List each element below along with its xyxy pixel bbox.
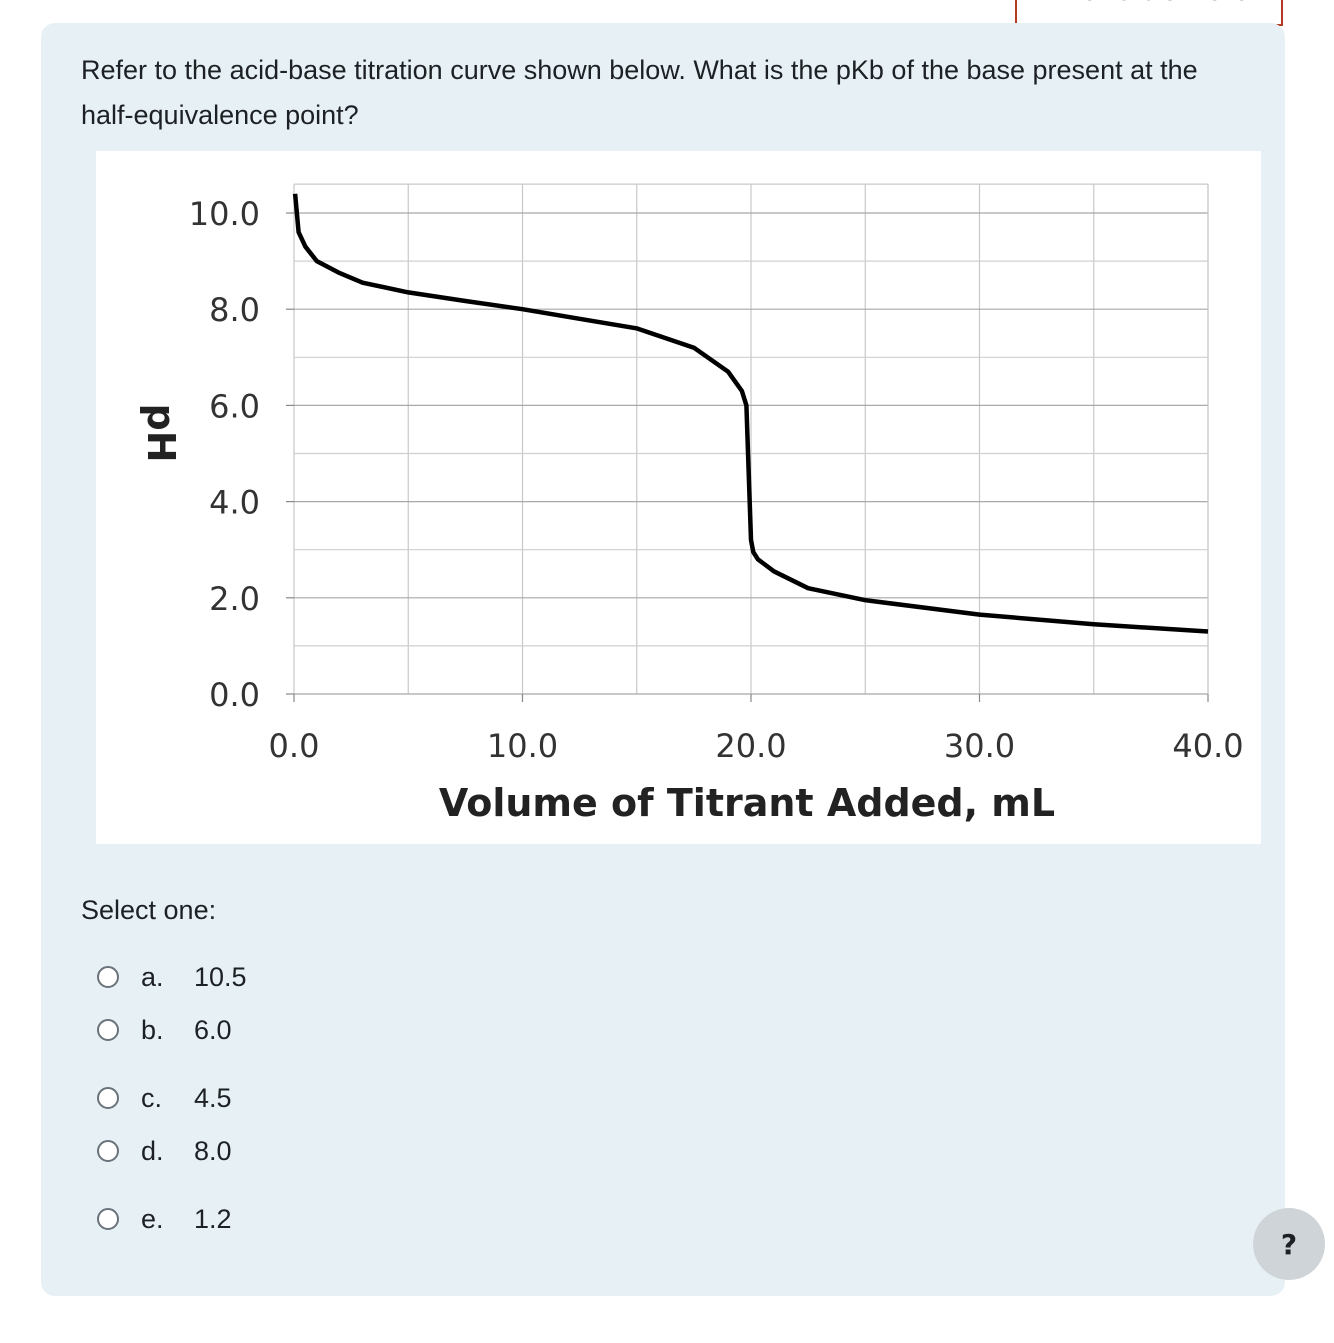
question-text: Refer to the acid-base titration curve s… — [81, 55, 1198, 130]
question-card: Refer to the acid-base titration curve s… — [41, 23, 1285, 1296]
radio-option-b[interactable] — [97, 1019, 119, 1041]
y-tick-label: 0.0 — [209, 676, 260, 714]
y-tick-label: 2.0 — [209, 580, 260, 618]
radio-option-e[interactable] — [97, 1208, 119, 1230]
option-c[interactable]: c. 4.5 — [97, 1081, 232, 1115]
radio-option-a[interactable] — [97, 966, 119, 988]
option-value[interactable]: 1.2 — [194, 1204, 232, 1234]
option-letter: e. — [141, 1204, 164, 1234]
help-button[interactable]: ? — [1253, 1208, 1325, 1280]
select-one-label: Select one: — [81, 895, 217, 925]
option-value[interactable]: 6.0 — [194, 1015, 232, 1045]
x-tick-label: 20.0 — [715, 727, 786, 765]
option-letter: a. — [141, 962, 164, 992]
x-tick-label: 30.0 — [944, 727, 1015, 765]
option-a[interactable]: a. 10.5 — [97, 960, 247, 994]
option-letter: c. — [141, 1083, 163, 1113]
option-value[interactable]: 10.5 — [194, 962, 247, 992]
titration-chart: 10.0 8.0 6.0 4.0 2.0 0.0 0.0 10.0 20.0 30.0 40.0 p… — [96, 151, 1261, 844]
option-e[interactable]: e. 1.2 — [97, 1202, 232, 1236]
x-tick-label: 0.0 — [269, 727, 320, 765]
x-tick-label: 10.0 — [487, 727, 558, 765]
y-tick-label: 8.0 — [209, 291, 260, 329]
titration-curve-line — [292, 193, 1209, 634]
timer-text: Time left 0:48:07 — [1017, 0, 1281, 8]
y-axis-label: pH — [139, 403, 183, 462]
option-value[interactable]: 8.0 — [194, 1136, 232, 1166]
y-tick-label: 6.0 — [209, 387, 260, 425]
y-tick-label: 4.0 — [209, 484, 260, 522]
x-tick-label: 40.0 — [1172, 727, 1243, 765]
option-letter: b. — [141, 1015, 164, 1045]
y-tick-label: 10.0 — [189, 195, 260, 233]
titration-chart-svg: 10.0 8.0 6.0 4.0 2.0 0.00.0 10.0 20.0 30.0 40.0 p… — [139, 183, 1244, 825]
radio-option-c[interactable] — [97, 1087, 119, 1109]
option-b[interactable]: b. 6.0 — [97, 1013, 232, 1047]
radio-option-d[interactable] — [97, 1140, 119, 1162]
option-letter: d. — [141, 1136, 164, 1166]
x-axis-label: Volume of Titrant Added, mL — [439, 781, 1055, 825]
option-d[interactable]: d. 8.0 — [97, 1134, 232, 1168]
option-value[interactable]: 4.5 — [194, 1083, 232, 1113]
